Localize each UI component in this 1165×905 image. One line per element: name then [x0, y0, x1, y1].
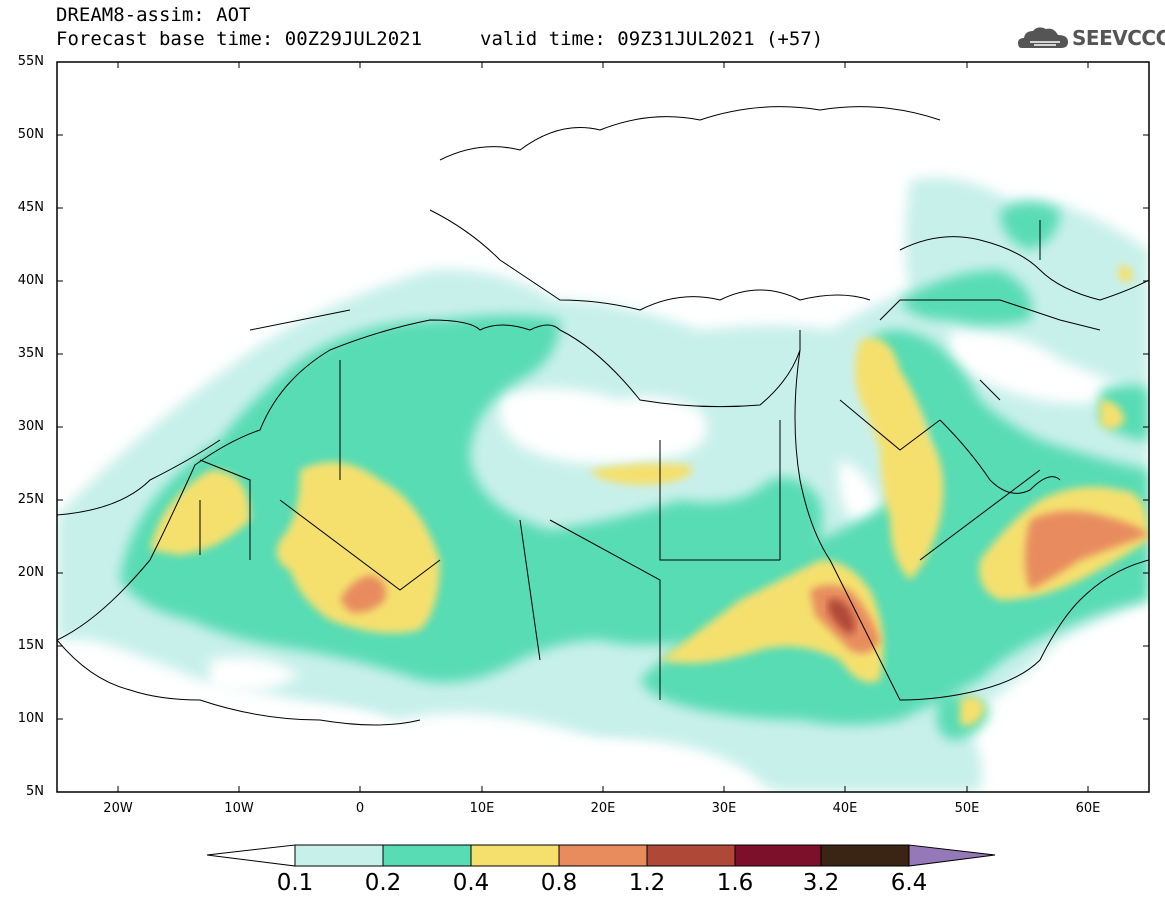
colorbar-bin-7	[820, 844, 910, 867]
colorbar-label: 3.2	[802, 870, 840, 896]
colorbar-label: 6.4	[890, 870, 928, 896]
colorbar-over-triangle	[908, 844, 996, 867]
lat-label: 45N	[17, 200, 44, 215]
lat-label: 40N	[17, 273, 44, 288]
lon-label: 10E	[469, 801, 495, 816]
colorbar	[206, 844, 996, 867]
lon-label: 10W	[224, 801, 254, 816]
colorbar-label: 0.2	[364, 870, 402, 896]
ticks	[57, 61, 1149, 793]
lon-label: 0	[355, 801, 365, 816]
colorbar-bin-1	[294, 844, 384, 867]
lon-label: 30E	[711, 801, 737, 816]
lat-label: 20N	[17, 565, 44, 580]
lat-label: 25N	[17, 492, 44, 507]
colorbar-label: 0.4	[452, 870, 490, 896]
lat-label: 5N	[26, 784, 44, 799]
lon-label: 50E	[954, 801, 980, 816]
lon-label: 20W	[103, 801, 133, 816]
lat-label: 35N	[17, 346, 44, 361]
coastlines	[57, 106, 1149, 726]
lon-label: 20E	[590, 801, 616, 816]
lon-label: 60E	[1075, 801, 1101, 816]
colorbar-bin-4	[558, 844, 648, 867]
colorbar-label: 1.2	[628, 870, 666, 896]
colorbar-label: 1.6	[716, 870, 754, 896]
lat-label: 10N	[17, 711, 44, 726]
aot-level-1.2	[828, 598, 855, 635]
lat-label: 30N	[17, 419, 44, 434]
colorbar-label: 0.8	[540, 870, 578, 896]
colorbar-bin-3	[470, 844, 560, 867]
colorbar-bin-5	[646, 844, 736, 867]
colorbar-bin-6	[734, 844, 822, 867]
logo-text: SEEVCCC	[1072, 26, 1165, 50]
lat-label: 55N	[17, 54, 44, 69]
lat-label: 15N	[17, 638, 44, 653]
cloud-logo-icon	[1018, 27, 1068, 48]
clean-air-gaps	[210, 330, 1130, 792]
valid-time: valid time: 09Z31JUL2021 (+57)	[480, 28, 824, 50]
colorbar-under-triangle	[206, 844, 296, 867]
lat-label: 50N	[17, 127, 44, 142]
lon-label: 40E	[832, 801, 858, 816]
colorbar-bin-2	[382, 844, 472, 867]
chart-title: DREAM8-assim: AOT	[56, 4, 251, 26]
colorbar-label: 0.1	[276, 870, 314, 896]
forecast-base-time: Forecast base time: 00Z29JUL2021	[56, 28, 423, 50]
